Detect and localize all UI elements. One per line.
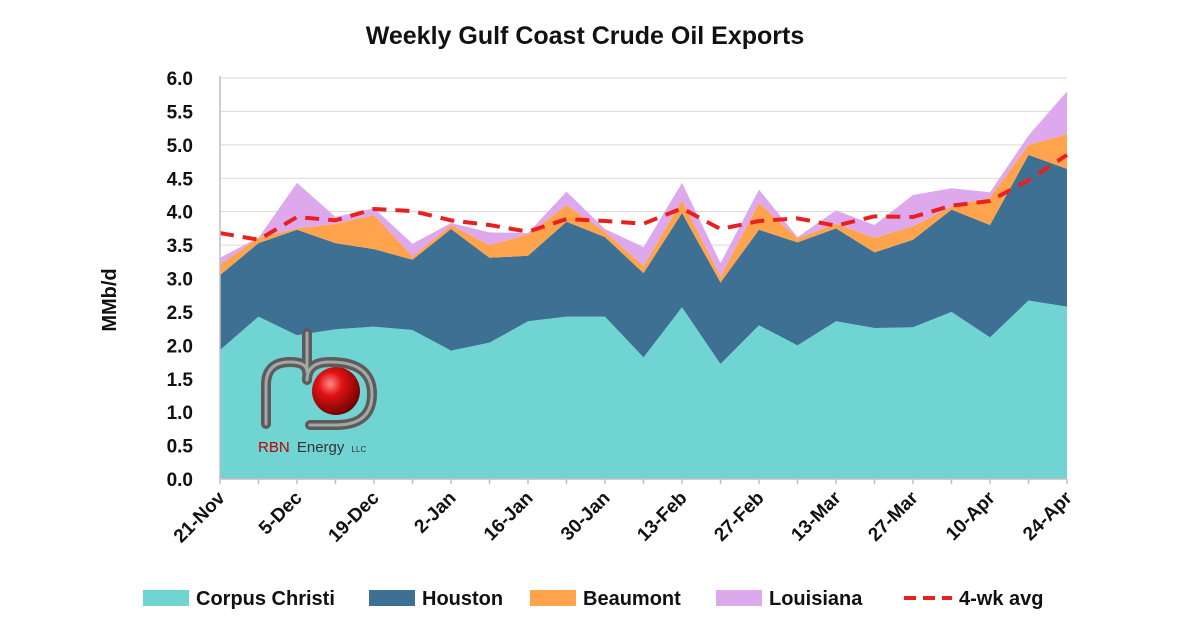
y-tick-label: 1.0 (167, 403, 193, 424)
legend-swatch (716, 590, 762, 606)
legend-label: 4-wk avg (959, 588, 1043, 610)
x-tick-label: 27-Feb (710, 488, 768, 546)
x-tick-label: 13-Feb (633, 488, 691, 546)
x-tick-label: 21-Nov (170, 487, 230, 547)
x-tick-label: 13-Mar (787, 487, 846, 546)
logo-text: RBN Energy LLC (258, 439, 366, 456)
x-tick-label: 16-Jan (480, 488, 537, 545)
rbn-energy-logo: RBN Energy LLC (258, 328, 377, 456)
legend: Corpus Christi Houston Beaumont Louisiana 4-… (143, 588, 1043, 610)
area-houston (220, 154, 1067, 365)
x-tick-label: 2-Jan (411, 488, 461, 538)
legend-label: Beaumont (583, 588, 681, 610)
line-4wk-avg (219, 153, 1069, 242)
x-tick-label: 24-Apr (1019, 487, 1077, 545)
y-tick-label: 3.0 (167, 270, 193, 291)
y-tick-label: 0.5 (167, 437, 194, 458)
x-tick-label: 27-Mar (864, 487, 923, 546)
x-tick-label: 10-Apr (942, 487, 1000, 545)
logo-red-ball-icon (312, 367, 360, 415)
y-tick-label: 5.0 (167, 136, 193, 157)
legend-swatch (143, 590, 189, 606)
logo-text-llc: LLC (352, 445, 367, 454)
logo-text-rbn: RBN (258, 439, 290, 456)
y-tick-label: 6.0 (167, 69, 193, 90)
axes (219, 76, 1068, 484)
area-louisiana (220, 91, 1067, 277)
y-tick-label: 4.5 (167, 169, 194, 190)
legend-item-corpus-christi: Corpus Christi (143, 588, 335, 610)
y-tick-label: 2.0 (167, 336, 193, 357)
legend-item-beaumont: Beaumont (530, 588, 681, 610)
y-tick-label: 2.5 (167, 303, 194, 324)
avg-line-layer (219, 153, 1069, 242)
legend-item-houston: Houston (369, 588, 503, 610)
legend-item-4-wk-avg: 4-wk avg (904, 588, 1043, 610)
chart-title: Weekly Gulf Coast Crude Oil Exports (365, 22, 805, 50)
y-tick-label: 3.5 (167, 236, 194, 257)
x-tick-label: 19-Dec (325, 487, 384, 546)
legend-label: Corpus Christi (196, 588, 335, 610)
y-axis-title: MMb/d (99, 268, 121, 331)
legend-swatch (369, 590, 415, 606)
x-tick-label: 30-Jan (557, 488, 614, 545)
y-tick-labels: 0.0 0.5 1.0 1.5 2.0 2.5 3.0 3.5 4.0 4.5 5.0 5.5 6.0 (167, 69, 194, 491)
legend-label: Houston (422, 588, 503, 610)
y-tick-label: 0.0 (167, 470, 193, 491)
y-tick-label: 4.0 (167, 203, 193, 224)
logo-text-energy: Energy (297, 439, 345, 456)
y-tick-label: 5.5 (167, 102, 194, 123)
legend-label: Louisiana (769, 588, 863, 610)
x-tick-labels: 21-Nov 5-Dec 19-Dec 2-Jan 16-Jan 30-Jan 13-Feb… (170, 487, 1077, 547)
stacked-areas (220, 91, 1067, 479)
area-corpus-christi (220, 300, 1067, 479)
legend-swatch (530, 590, 576, 606)
legend-item-louisiana: Louisiana (716, 588, 863, 610)
y-tick-label: 1.5 (167, 370, 194, 391)
x-tick-label: 5-Dec (255, 487, 307, 539)
